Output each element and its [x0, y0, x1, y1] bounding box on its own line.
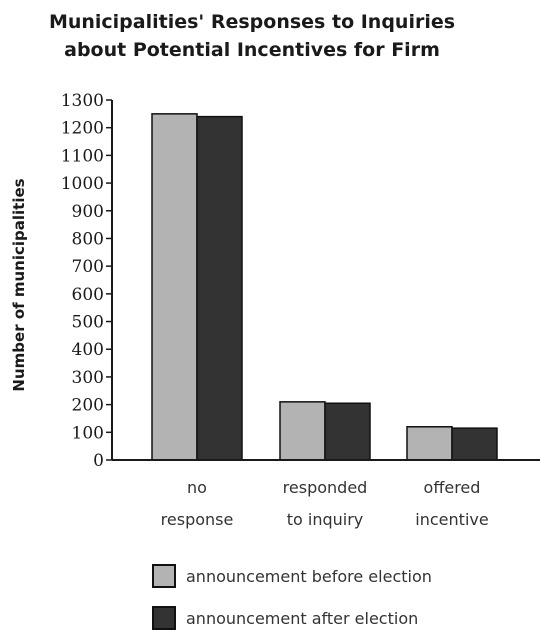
chart-title-line-2: about Potential Incentives for Firm — [64, 39, 440, 61]
category-label: to inquiry — [287, 510, 364, 529]
bar-before-election-1 — [279, 401, 326, 461]
bar-after-election-2 — [451, 427, 498, 461]
y-tick-label: 500 — [72, 313, 104, 333]
chart-title-line-1: Municipalities' Responses to Inquiries — [49, 11, 455, 33]
category-label: responded — [283, 478, 368, 497]
legend: announcement before election announcement… — [152, 564, 432, 630]
y-tick-label: 600 — [72, 285, 104, 305]
bar-after-election-0 — [196, 115, 243, 461]
bar-before-election-0 — [151, 113, 198, 461]
category-label: response — [161, 510, 234, 529]
category-label: no — [187, 478, 207, 497]
bars — [151, 113, 498, 461]
y-tick-label: 1000 — [61, 174, 104, 194]
y-tick-label: 300 — [72, 368, 104, 388]
y-tick-label: 100 — [72, 423, 104, 443]
y-tick-label: 0 — [93, 451, 104, 471]
y-tick-label: 1100 — [61, 146, 104, 166]
bar-after-election-1 — [324, 402, 371, 461]
y-tick-label: 200 — [72, 396, 104, 416]
y-axis-label: Number of municipalities — [10, 178, 28, 391]
y-tick-label: 900 — [72, 202, 104, 222]
category-label: incentive — [415, 510, 488, 529]
y-tick-label: 1200 — [61, 119, 104, 139]
y-tick-label: 400 — [72, 340, 104, 360]
y-tick-label: 800 — [72, 229, 104, 249]
legend-label: announcement before election — [186, 567, 432, 586]
legend-label: announcement after election — [186, 609, 418, 628]
y-tick-label: 700 — [72, 257, 104, 277]
legend-swatch-before-election — [152, 564, 176, 588]
y-tick-labels: 0 100 200 300 400 500 600 700 800 900 1000 1100 1200… — [61, 91, 112, 471]
y-tick-label: 1300 — [61, 91, 104, 111]
category-labels: no response responded to inquiry offered ince… — [161, 478, 489, 529]
category-label: offered — [424, 478, 481, 497]
legend-swatch-after-election — [152, 606, 176, 630]
bar-before-election-2 — [406, 426, 453, 461]
